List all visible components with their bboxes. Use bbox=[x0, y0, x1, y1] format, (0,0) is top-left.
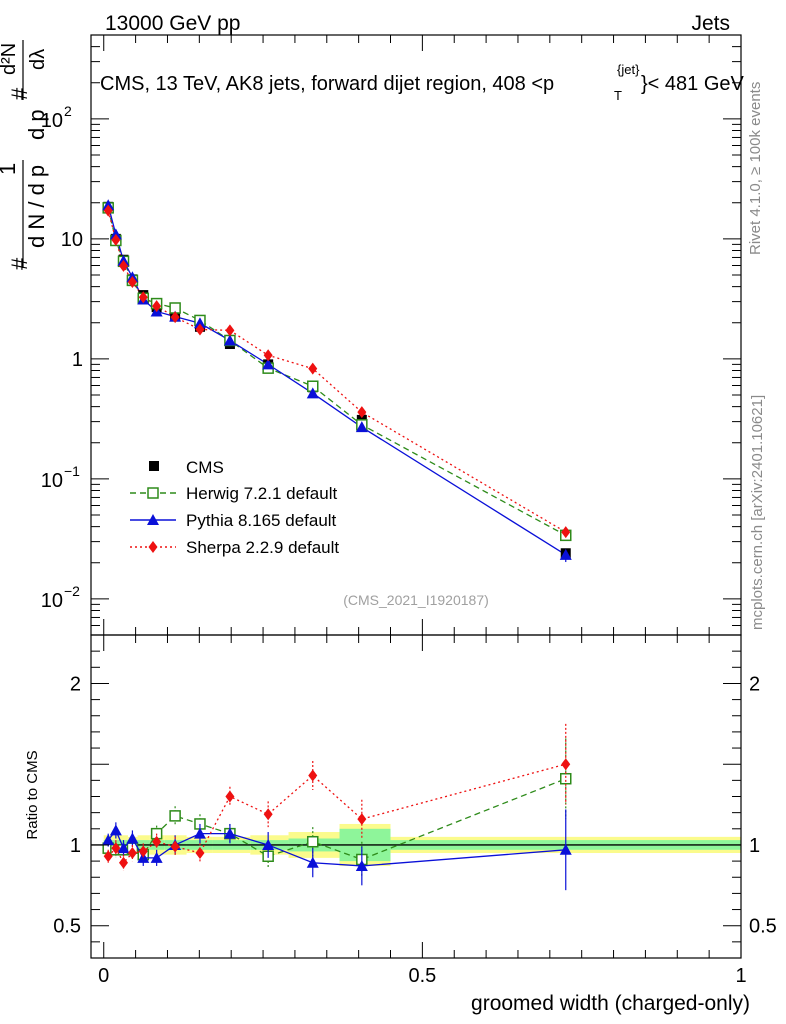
ratio-point-sherpa bbox=[138, 845, 148, 858]
ratio-point-sherpa bbox=[119, 856, 128, 869]
ratio-point-sherpa bbox=[357, 813, 367, 826]
ratio-point-sherpa bbox=[170, 840, 180, 853]
ratio-y-tick-label: 2 bbox=[70, 673, 81, 695]
plot-title-sup: {jet} bbox=[617, 62, 640, 77]
legend-label-herwig: Herwig 7.2.1 default bbox=[186, 484, 337, 503]
ratio-point-sherpa bbox=[195, 847, 205, 860]
ratio-point-herwig bbox=[307, 835, 319, 848]
plot-title-sub: T bbox=[614, 88, 622, 103]
main-y-tick-label-base: 10 bbox=[41, 470, 63, 492]
main-point-sherpa bbox=[195, 323, 205, 336]
main-y-tick-label: 10 bbox=[61, 229, 83, 251]
legend-marker-herwig bbox=[147, 487, 159, 499]
x-tick-label: 0 bbox=[98, 965, 109, 987]
ratio-y-axis-label: Ratio to CMS bbox=[24, 750, 41, 839]
energy-label: 13000 GeV pp bbox=[105, 12, 240, 35]
main-point-pythia bbox=[223, 334, 236, 346]
ratio-series-lines bbox=[102, 723, 572, 891]
legend-marker-cms bbox=[149, 461, 159, 471]
ratio-point-sherpa bbox=[111, 842, 121, 855]
analysis-id-label: (CMS_2021_I1920187) bbox=[343, 592, 489, 608]
ratio-point-herwig bbox=[560, 772, 572, 785]
main-y-tick-label: 1 bbox=[72, 349, 83, 371]
main-point-pythia bbox=[109, 228, 122, 240]
x-tick-label: 1 bbox=[735, 965, 746, 987]
y-label-dpt: d p bbox=[24, 109, 49, 140]
ratio-y-tick-label: 1 bbox=[70, 835, 81, 857]
ratio-point-pythia bbox=[193, 827, 206, 839]
ratio-point-pythia bbox=[117, 842, 130, 854]
plot-title-end: }< 481 GeV bbox=[641, 73, 745, 95]
main-point-pythia bbox=[559, 548, 572, 560]
y-label-denominator: d N / d p bbox=[24, 165, 49, 248]
ratio-point-pythia bbox=[223, 827, 236, 839]
main-y-tick-label-exp: −1 bbox=[64, 463, 80, 479]
legend-label-cms: CMS bbox=[186, 458, 224, 477]
ratio-point-sherpa bbox=[152, 835, 162, 848]
legend: CMS Herwig 7.2.1 default Pythia 8.165 defa… bbox=[130, 458, 339, 557]
rivet-version-label: Rivet 4.1.0, ≥ 100k events bbox=[747, 82, 764, 255]
ratio-point-sherpa bbox=[308, 769, 318, 782]
ratio-point-pythia bbox=[109, 824, 122, 836]
plot-title: CMS, 13 TeV, AK8 jets, forward dijet reg… bbox=[100, 62, 745, 103]
main-point-sherpa bbox=[152, 300, 162, 313]
plot-title-main: CMS, 13 TeV, AK8 jets, forward dijet reg… bbox=[100, 73, 554, 95]
mcplots-reference-label: mcplots.cern.ch [arXiv:2401.10621] bbox=[749, 395, 766, 630]
ratio-point-sherpa bbox=[103, 850, 113, 863]
main-point-pythia bbox=[355, 421, 368, 433]
ratio-point-pythia bbox=[102, 834, 115, 846]
legend-label-sherpa: Sherpa 2.2.9 default bbox=[186, 538, 339, 557]
y-label-d2n: d²N bbox=[0, 43, 20, 75]
ratio-y-tick-label: 0.5 bbox=[53, 916, 81, 938]
main-point-pythia bbox=[193, 317, 206, 329]
ratio-panel-frame bbox=[90, 634, 742, 959]
ratio-point-pythia bbox=[559, 843, 572, 855]
main-y-tick-label-base: 10 bbox=[41, 590, 63, 612]
main-point-sherpa bbox=[138, 291, 148, 304]
main-y-axis-label: # d N / d p 1 # d p d²N dλ bbox=[0, 40, 49, 270]
main-point-sherpa bbox=[103, 204, 113, 217]
ratio-point-sherpa bbox=[263, 808, 273, 821]
main-point-sherpa bbox=[308, 362, 318, 375]
x-tick-label: 0.5 bbox=[408, 965, 436, 987]
main-series-lines bbox=[102, 199, 572, 563]
ratio-point-pythia bbox=[355, 859, 368, 871]
main-y-tick-label-exp: 2 bbox=[64, 103, 72, 119]
main-y-tick-label-exp: −2 bbox=[64, 583, 80, 599]
main-point-sherpa bbox=[357, 406, 367, 419]
x-axis-label: groomed width (charged-only) bbox=[471, 992, 750, 1015]
ratio-point-pythia bbox=[306, 856, 319, 868]
ratio-point-herwig bbox=[169, 810, 181, 822]
ratio-y-tick-label-right: 2 bbox=[749, 673, 760, 695]
legend-marker-pythia bbox=[147, 514, 159, 525]
ratio-point-pythia bbox=[126, 832, 139, 844]
ratio-point-sherpa bbox=[127, 847, 137, 860]
main-point-sherpa bbox=[119, 259, 128, 272]
ratio-point-pythia bbox=[150, 851, 163, 863]
main-point-sherpa bbox=[225, 324, 235, 337]
main-point-pythia bbox=[262, 358, 275, 370]
main-point-pythia bbox=[306, 387, 319, 399]
ratio-point-sherpa bbox=[225, 790, 235, 803]
main-point-sherpa bbox=[170, 311, 180, 324]
y-label-dlambda: dλ bbox=[27, 49, 49, 70]
ratio-y-tick-label-right: 1 bbox=[749, 835, 760, 857]
y-label-numerator: 1 bbox=[0, 163, 20, 175]
main-point-sherpa bbox=[263, 349, 273, 362]
y-label-hash-1: # bbox=[7, 257, 32, 270]
legend-label-pythia: Pythia 8.165 default bbox=[186, 511, 337, 530]
main-point-sherpa bbox=[127, 276, 137, 289]
ratio-point-sherpa bbox=[561, 758, 571, 771]
category-label: Jets bbox=[691, 12, 730, 35]
ratio-uncertainty-bands bbox=[91, 823, 741, 866]
main-point-sherpa bbox=[561, 526, 571, 539]
main-point-sherpa bbox=[111, 233, 121, 246]
ratio-y-tick-label-right: 0.5 bbox=[749, 916, 777, 938]
y-label-hash-2: # bbox=[7, 87, 32, 100]
legend-marker-sherpa bbox=[148, 541, 158, 553]
main-y-tick-label-base: 10 bbox=[41, 110, 63, 132]
ratio-point-pythia bbox=[262, 838, 275, 850]
